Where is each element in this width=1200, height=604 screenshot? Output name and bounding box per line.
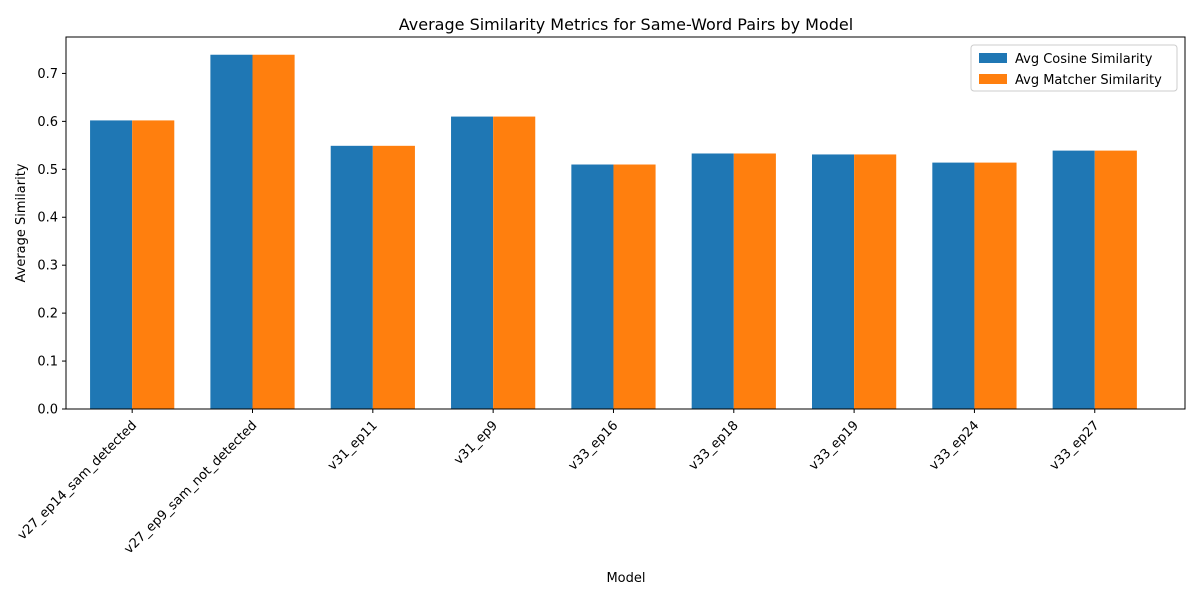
axes-frame [65, 36, 1186, 410]
y-tick-label: 0.7 [37, 67, 58, 82]
bar-cosine-5 [691, 153, 734, 409]
legend-swatch-matcher [979, 74, 1007, 84]
bar-cosine-4 [571, 164, 614, 409]
bar-cosine-7 [932, 162, 975, 409]
y-tick-label: 0.5 [37, 163, 58, 178]
bar-matcher-7 [974, 162, 1017, 409]
x-axis-label: Model [606, 571, 645, 586]
bar-matcher-3 [493, 116, 536, 409]
y-tick-label: 0.1 [37, 355, 58, 370]
bar-cosine-1 [210, 54, 253, 409]
bar-matcher-5 [733, 153, 776, 409]
bar-matcher-2 [372, 145, 415, 409]
y-tick-label: 0.4 [37, 211, 58, 226]
bar-cosine-6 [812, 154, 855, 409]
y-tick-label: 0.2 [37, 307, 58, 322]
bar-matcher-8 [1094, 150, 1137, 409]
bar-matcher-6 [854, 154, 897, 409]
legend-label: Avg Matcher Similarity [1015, 73, 1162, 88]
bar-matcher-1 [252, 54, 295, 409]
legend-label: Avg Cosine Similarity [1015, 52, 1153, 67]
y-tick-label: 0.6 [37, 115, 58, 130]
bar-matcher-0 [132, 120, 175, 410]
legend-swatch-cosine [979, 53, 1007, 63]
bar-cosine-0 [90, 120, 133, 410]
bar-matcher-4 [613, 164, 656, 409]
y-tick-label: 0.0 [37, 403, 58, 418]
bar-cosine-2 [330, 145, 373, 409]
y-tick-label: 0.3 [37, 259, 58, 274]
legend-box [970, 44, 1178, 92]
chart-title: Average Similarity Metrics for Same-Word… [399, 15, 853, 34]
bar-cosine-3 [451, 116, 494, 409]
bar-cosine-8 [1052, 150, 1095, 409]
y-axis-label: Average Similarity [14, 163, 29, 282]
